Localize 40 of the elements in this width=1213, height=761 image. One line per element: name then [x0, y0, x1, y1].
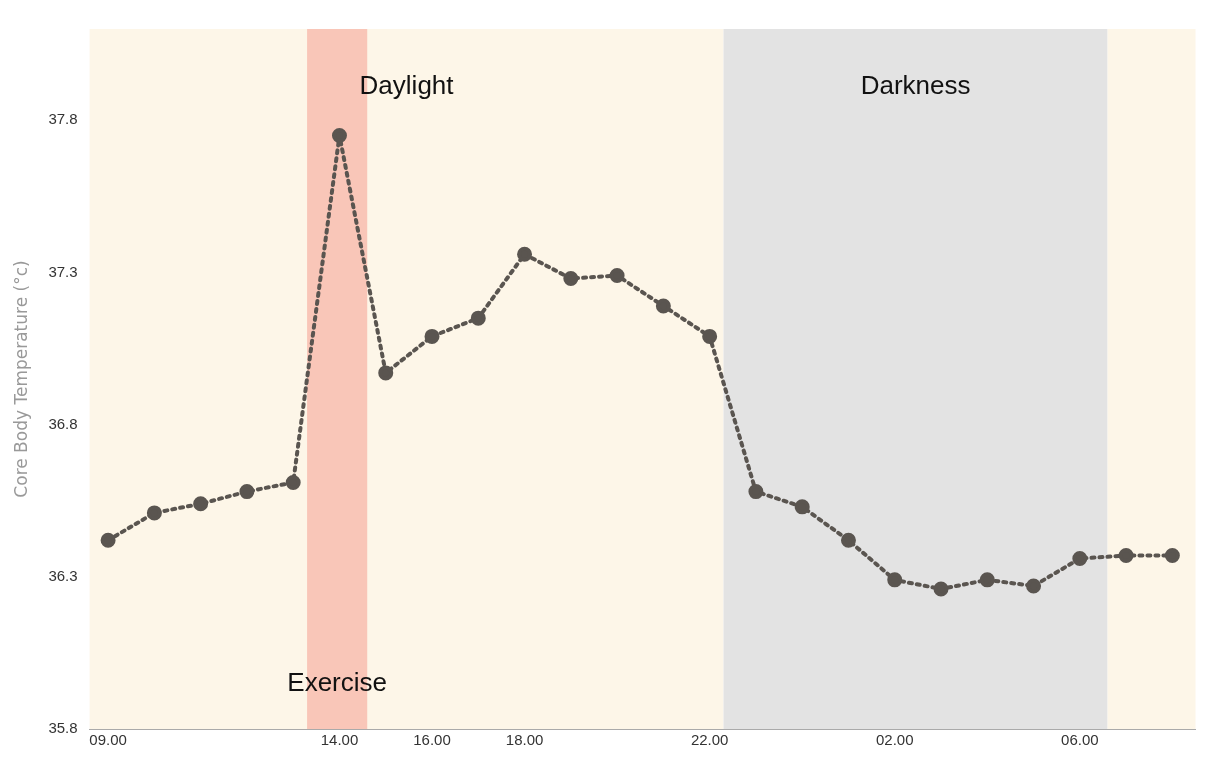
x-tick-label: 14.00: [320, 731, 359, 749]
point: [517, 246, 533, 262]
point: [979, 572, 995, 588]
point: [609, 268, 625, 284]
point: [702, 328, 718, 344]
x-tick-label: 16.00: [413, 731, 451, 749]
point: [424, 328, 440, 344]
band-label: Exercise: [287, 667, 387, 698]
y-tick-label: 36.8: [48, 414, 78, 432]
point: [1118, 548, 1134, 564]
band-label: Darkness: [860, 70, 971, 101]
y-tick-label: 35.8: [48, 719, 78, 737]
x-tick-label: 06.00: [1061, 731, 1099, 749]
point: [146, 505, 162, 521]
point: [933, 581, 949, 597]
point: [1072, 551, 1088, 567]
y-tick-label: 36.3: [48, 566, 78, 584]
band-label: Daylight: [359, 70, 455, 101]
point: [378, 365, 394, 381]
point: [887, 572, 903, 588]
point: [840, 532, 856, 548]
point: [748, 484, 764, 500]
x-tick-label: 09.00: [89, 731, 127, 749]
y-tick-label: 37.8: [48, 110, 78, 128]
point: [470, 310, 486, 326]
x-tick-label: 18.00: [505, 731, 544, 749]
point: [285, 474, 301, 490]
x-tick-label: 22.00: [690, 731, 729, 749]
point: [563, 271, 579, 287]
point: [1026, 578, 1042, 594]
y-axis-title: Core Body Temperature (°c): [10, 260, 31, 498]
x-tick-label: 02.00: [875, 731, 914, 749]
point: [1164, 548, 1180, 564]
point: [239, 484, 255, 500]
point: [193, 496, 209, 512]
point: [794, 499, 810, 515]
point: [655, 298, 671, 314]
y-tick-label: 37.3: [48, 262, 78, 280]
point: [331, 128, 347, 144]
point: [100, 532, 116, 548]
